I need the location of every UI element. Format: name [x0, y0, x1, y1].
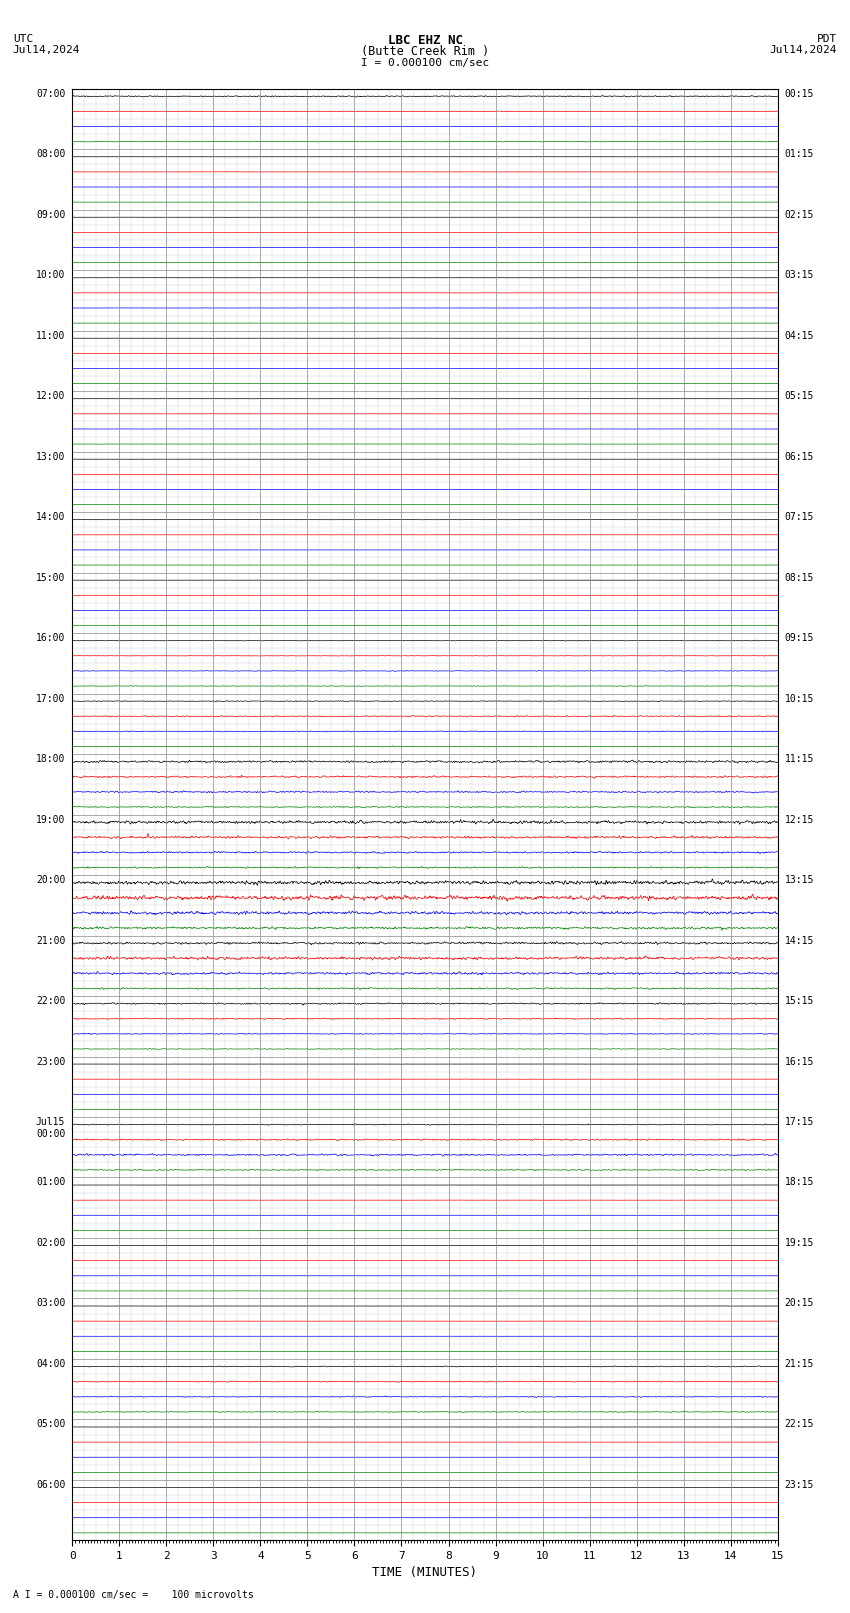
Text: 21:00: 21:00: [36, 936, 65, 945]
Text: 17:15: 17:15: [785, 1118, 814, 1127]
Text: PDT: PDT: [817, 34, 837, 44]
Text: 07:15: 07:15: [785, 513, 814, 523]
Text: 20:15: 20:15: [785, 1298, 814, 1308]
Text: 14:00: 14:00: [36, 513, 65, 523]
Text: 10:00: 10:00: [36, 271, 65, 281]
Text: Jul14,2024: Jul14,2024: [770, 45, 837, 55]
Text: 10:15: 10:15: [785, 694, 814, 703]
Text: 23:00: 23:00: [36, 1057, 65, 1066]
Text: 00:15: 00:15: [785, 89, 814, 98]
Text: 08:15: 08:15: [785, 573, 814, 582]
Text: 07:00: 07:00: [36, 89, 65, 98]
Text: 21:15: 21:15: [785, 1358, 814, 1369]
Text: 09:15: 09:15: [785, 634, 814, 644]
Text: 02:15: 02:15: [785, 210, 814, 219]
Text: 13:00: 13:00: [36, 452, 65, 461]
Text: 03:00: 03:00: [36, 1298, 65, 1308]
Text: 11:00: 11:00: [36, 331, 65, 340]
Text: Jul14,2024: Jul14,2024: [13, 45, 80, 55]
Text: 03:15: 03:15: [785, 271, 814, 281]
Text: 04:00: 04:00: [36, 1358, 65, 1369]
Text: 01:00: 01:00: [36, 1177, 65, 1187]
Text: 04:15: 04:15: [785, 331, 814, 340]
Text: 22:15: 22:15: [785, 1419, 814, 1429]
Text: A I = 0.000100 cm/sec =    100 microvolts: A I = 0.000100 cm/sec = 100 microvolts: [13, 1590, 253, 1600]
Text: I = 0.000100 cm/sec: I = 0.000100 cm/sec: [361, 58, 489, 68]
Text: 06:00: 06:00: [36, 1481, 65, 1490]
Text: 11:15: 11:15: [785, 755, 814, 765]
Text: 16:15: 16:15: [785, 1057, 814, 1066]
Text: 20:00: 20:00: [36, 876, 65, 886]
Text: LBC EHZ NC: LBC EHZ NC: [388, 34, 462, 47]
Text: 12:00: 12:00: [36, 392, 65, 402]
Text: (Butte Creek Rim ): (Butte Creek Rim ): [361, 45, 489, 58]
Text: 14:15: 14:15: [785, 936, 814, 945]
Text: 06:15: 06:15: [785, 452, 814, 461]
Text: 15:00: 15:00: [36, 573, 65, 582]
Text: 15:15: 15:15: [785, 997, 814, 1007]
Text: 23:15: 23:15: [785, 1481, 814, 1490]
Text: 13:15: 13:15: [785, 876, 814, 886]
Text: 19:00: 19:00: [36, 815, 65, 824]
Text: 16:00: 16:00: [36, 634, 65, 644]
Text: 18:15: 18:15: [785, 1177, 814, 1187]
Text: 19:15: 19:15: [785, 1239, 814, 1248]
Text: 17:00: 17:00: [36, 694, 65, 703]
Text: 18:00: 18:00: [36, 755, 65, 765]
Text: 01:15: 01:15: [785, 150, 814, 160]
Text: 08:00: 08:00: [36, 150, 65, 160]
Text: Jul15
00:00: Jul15 00:00: [36, 1118, 65, 1139]
Text: 12:15: 12:15: [785, 815, 814, 824]
Text: UTC: UTC: [13, 34, 33, 44]
X-axis label: TIME (MINUTES): TIME (MINUTES): [372, 1566, 478, 1579]
Text: 09:00: 09:00: [36, 210, 65, 219]
Text: 05:00: 05:00: [36, 1419, 65, 1429]
Text: 22:00: 22:00: [36, 997, 65, 1007]
Text: 05:15: 05:15: [785, 392, 814, 402]
Text: 02:00: 02:00: [36, 1239, 65, 1248]
